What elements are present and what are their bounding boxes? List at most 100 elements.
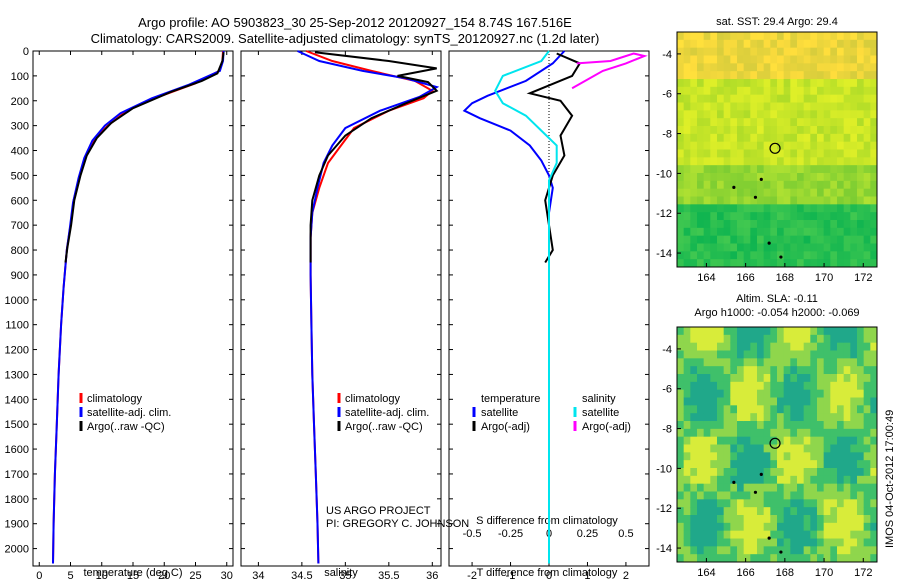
map-cell [757,358,765,367]
map-cell [717,86,725,96]
map-cell [817,204,825,213]
map-cell [857,204,865,213]
map-cell [830,79,838,88]
map-cell [690,243,698,252]
map-cell [677,102,685,111]
x2-tick-label: -0.5 [463,528,482,540]
map-cell [783,389,791,398]
map-cell [817,452,825,461]
map-cell [810,165,818,174]
map-cell [763,110,771,119]
map-cell [690,149,698,158]
map-cell [870,546,878,555]
map-cell [723,499,731,508]
map-cell [690,452,698,461]
map-cell [683,188,691,197]
y-tick-label: 100 [11,71,29,83]
map-cell [790,220,798,229]
map-cell [843,546,851,555]
map-cell [703,397,711,406]
map-cell [750,227,758,237]
map-frame [676,326,878,563]
map-cell [783,259,791,268]
map-cell [810,259,818,268]
map-cell [690,491,698,500]
map-cell [803,157,811,166]
map-cell [683,173,691,182]
map-cell [783,428,791,438]
map-cell [723,118,731,127]
map-cell [850,499,858,508]
map-cell [790,227,798,237]
map-cell [777,118,785,127]
map-cell [770,94,778,103]
map-cell [797,32,805,41]
x-tick-label: 30 [221,570,233,580]
x-tick-label: 172 [854,272,872,284]
map-cell [823,63,831,72]
map-cell [837,538,845,547]
map-cell [810,381,818,391]
map-cell [743,259,751,268]
map-cell [797,397,805,406]
map-cell [843,468,851,477]
map-cell [863,118,871,127]
map-cell [703,235,711,244]
map-cell [797,251,805,260]
map-cell [810,173,818,182]
map-cell [777,381,785,391]
legend-label: Argo(-adj) [582,421,631,433]
map-cell [830,358,838,367]
map-cell [810,94,818,103]
map-cell [777,499,785,508]
map-cell [810,79,818,88]
map-cell [843,350,851,359]
map-cell [737,243,745,252]
map-cell [797,243,805,252]
map-cell [857,86,865,96]
map-cell [730,428,738,438]
map-cell [797,235,805,244]
map-cell [717,235,725,244]
map-cell [790,374,798,383]
map-cell [783,483,791,492]
map-cell [777,102,785,111]
map-cell [770,389,778,398]
map-cell [723,196,731,205]
map-cell [843,421,851,430]
map-cell [737,421,745,430]
map-cell [710,389,718,398]
map-cell [863,173,871,182]
map-cell [757,342,765,351]
map-cell [870,491,878,500]
map-cell [770,188,778,197]
map-cell [870,235,878,244]
y-tick-label: -10 [656,463,672,475]
map-cell [783,546,791,555]
map-cell [750,397,758,406]
map-cell [703,350,711,359]
map-cell [757,149,765,158]
map-cell [837,220,845,229]
map-cell [690,259,698,268]
map-cell [703,428,711,438]
map-cell [797,436,805,445]
map-cell [730,39,738,49]
map-cell [723,86,731,96]
map-cell [710,334,718,344]
map-cell [730,389,738,398]
x-tick-label: 170 [815,567,833,579]
map-cell [777,227,785,237]
map-cell [710,413,718,422]
y-tick-label: -4 [662,49,672,61]
map-cell [797,546,805,555]
map-cell [690,220,698,229]
map-cell [823,475,831,485]
map-cell [763,358,771,367]
map-cell [797,342,805,351]
map-cell [790,405,798,414]
map-cell [703,507,711,516]
map-cell [750,102,758,111]
map-cell [683,389,691,398]
map-cell [817,71,825,80]
